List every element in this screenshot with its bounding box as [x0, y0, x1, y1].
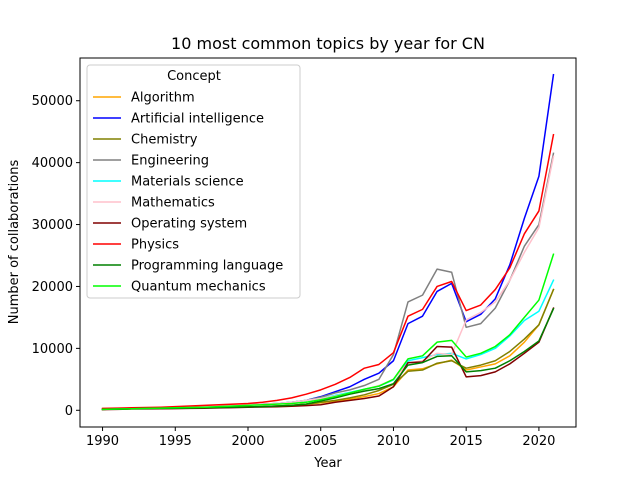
- x-tick-label: 2010: [377, 434, 410, 449]
- legend: Concept Algorithm Artificial intelligence…: [86, 64, 301, 299]
- x-tick-label: 2015: [450, 434, 483, 449]
- series-layer: [101, 73, 555, 411]
- legend-item: Mathematics: [93, 196, 215, 211]
- y-tick-label: 10000: [32, 342, 73, 357]
- legend-item: Programming language: [93, 259, 283, 274]
- y-axis-label: Number of collaborations: [7, 160, 22, 325]
- x-tick-label: 1990: [86, 434, 119, 449]
- legend-title: Concept: [167, 69, 221, 84]
- legend-label: Operating system: [131, 217, 247, 232]
- x-axis: 1990 1995 2000 2005 2010 2015 2020: [86, 427, 555, 449]
- legend-item: Operating system: [93, 217, 247, 232]
- chart-title: 10 most common topics by year for CN: [171, 34, 485, 53]
- legend-item: Physics: [93, 238, 179, 253]
- legend-label: Materials science: [131, 175, 244, 190]
- y-tick-label: 50000: [32, 94, 73, 109]
- y-tick-label: 20000: [32, 280, 73, 295]
- y-axis: 0 10000 20000 30000 40000 50000: [32, 94, 80, 419]
- x-tick-label: 2005: [304, 434, 337, 449]
- legend-box: [86, 64, 301, 299]
- x-tick-label: 2000: [231, 434, 264, 449]
- series-line-9: [101, 253, 555, 411]
- legend-label: Physics: [131, 238, 179, 253]
- series-line-7: [101, 133, 555, 410]
- x-tick-label: 2020: [522, 434, 555, 449]
- legend-item: Engineering: [93, 154, 209, 169]
- legend-label: Artificial intelligence: [131, 112, 264, 127]
- legend-label: Mathematics: [131, 196, 215, 211]
- plot-frame: [79, 57, 577, 428]
- legend-item: Quantum mechanics: [93, 280, 266, 295]
- y-tick-label: 30000: [32, 218, 73, 233]
- x-axis-label: Year: [313, 456, 342, 471]
- x-tick-label: 1995: [159, 434, 192, 449]
- legend-label: Programming language: [131, 259, 283, 274]
- legend-items: Algorithm Artificial intelligence Chemistr…: [93, 91, 283, 295]
- legend-label: Quantum mechanics: [131, 280, 266, 295]
- legend-item: Algorithm: [93, 91, 195, 106]
- legend-item: Artificial intelligence: [93, 112, 264, 127]
- legend-label: Engineering: [131, 154, 209, 169]
- y-tick-label: 40000: [32, 156, 73, 171]
- legend-label: Chemistry: [131, 133, 198, 148]
- legend-item: Chemistry: [93, 133, 198, 148]
- legend-label: Algorithm: [131, 91, 195, 106]
- legend-item: Materials science: [93, 175, 244, 190]
- y-tick-label: 0: [65, 404, 73, 419]
